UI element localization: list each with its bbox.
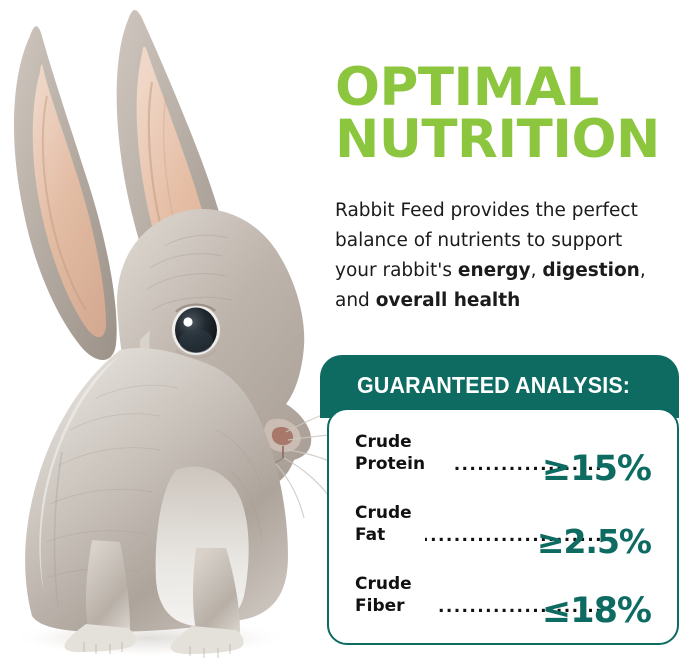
description-segment-3: , and	[335, 259, 646, 311]
guaranteed-analysis-panel: GUARANTEED ANALYSIS: Crude Protein .....…	[320, 355, 679, 645]
nutrient-leader-crude-fiber: ........................	[439, 597, 603, 617]
nutrient-value-crude-fat: ≥2.5%	[536, 522, 652, 561]
description-bold-digestion: digestion	[542, 259, 640, 281]
nutrient-row-crude-fat: Crude Fat ........................ ≥2.5%	[355, 501, 657, 572]
description-bold-energy: energy	[457, 259, 531, 281]
nutrient-row-crude-protein: Crude Protein ........................ ≥…	[355, 430, 657, 501]
guaranteed-analysis-header: GUARANTEED ANALYSIS:	[320, 355, 679, 418]
guaranteed-analysis-card: Crude Protein ........................ ≥…	[327, 408, 679, 645]
description-paragraph: Rabbit Feed provides the perfect balance…	[335, 196, 665, 316]
guaranteed-analysis-title: GUARANTEED ANALYSIS:	[357, 372, 631, 398]
nutrient-value-crude-fiber: ≤18%	[541, 591, 652, 631]
nutrient-label-crude-fat: Crude Fat	[355, 503, 412, 545]
description-bold-overall-health: overall health	[375, 289, 521, 311]
description-segment-1: Rabbit Feed provides the perfect balance…	[335, 200, 638, 281]
headline-line-2: NUTRITION	[335, 108, 660, 170]
nutrient-value-crude-protein: ≥15%	[541, 449, 652, 489]
rabbit-illustration	[10, 9, 340, 658]
nutrient-row-crude-fiber: Crude Fiber ........................ ≤18…	[355, 572, 657, 643]
rabbit-front-legs	[64, 540, 244, 658]
page-title: OPTIMAL NUTRITION	[335, 61, 665, 170]
nutrient-leader-crude-fat: ........................	[425, 526, 603, 546]
nutrient-list: Crude Protein ........................ ≥…	[329, 410, 677, 643]
description-segment-2: ,	[530, 259, 543, 281]
nutrient-label-crude-fiber: Crude Fiber	[355, 574, 412, 616]
rabbit-eye	[172, 303, 220, 359]
nutrient-leader-crude-protein: ........................	[453, 455, 603, 475]
headline-line-1: OPTIMAL	[335, 57, 599, 118]
nutrient-label-crude-protein: Crude Protein	[355, 432, 426, 474]
rabbit-ear-left	[13, 26, 117, 361]
